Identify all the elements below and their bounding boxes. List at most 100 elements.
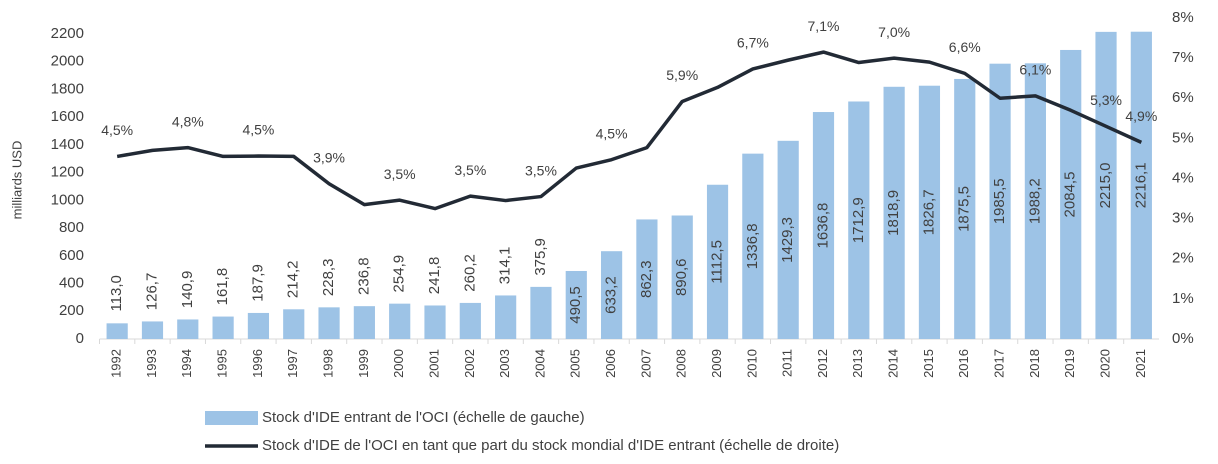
bar xyxy=(1060,49,1082,340)
bar-label: 1712,9 xyxy=(850,197,867,243)
bar-label: 161,8 xyxy=(214,268,231,306)
x-tick-label: 2012 xyxy=(815,349,830,378)
line-label: 7,0% xyxy=(878,24,910,40)
y-tick-label: 2200 xyxy=(51,25,84,42)
line-label: 4,5% xyxy=(242,122,274,138)
line-label: 4,8% xyxy=(172,113,204,129)
line-label: 4,9% xyxy=(1125,108,1157,124)
x-tick-label: 2007 xyxy=(638,349,653,378)
y-axis-label: milliards USD xyxy=(9,141,24,220)
bar xyxy=(954,78,976,339)
bar xyxy=(424,305,446,339)
line-label: 7,1% xyxy=(808,18,840,34)
bar-label: 140,9 xyxy=(179,271,196,309)
y2-tick-label: 0% xyxy=(1172,330,1194,347)
bar xyxy=(141,321,164,339)
x-tick-label: 2002 xyxy=(462,349,477,378)
bar xyxy=(177,319,199,339)
bar xyxy=(706,184,729,339)
x-tick-label: 2010 xyxy=(744,349,759,378)
line-label: 4,5% xyxy=(101,122,133,138)
bar xyxy=(247,312,270,339)
legend-swatch xyxy=(205,411,258,425)
x-tick-label: 1993 xyxy=(144,349,159,378)
bar xyxy=(671,215,693,339)
bar xyxy=(495,295,517,339)
bar xyxy=(883,86,905,339)
x-tick-label: 2020 xyxy=(1097,349,1112,378)
x-tick-label: 2000 xyxy=(391,349,406,378)
x-tick-label: 2008 xyxy=(674,349,689,378)
bar-label: 187,9 xyxy=(249,264,266,302)
x-tick-label: 2005 xyxy=(568,349,583,378)
bar-label: 254,9 xyxy=(391,255,408,293)
bar-label: 1985,5 xyxy=(991,178,1008,224)
y-tick-label: 1200 xyxy=(51,164,84,181)
x-tick-label: 2009 xyxy=(709,349,724,378)
x-tick-label: 2021 xyxy=(1133,349,1148,378)
line xyxy=(116,50,1143,211)
bar xyxy=(283,309,305,339)
bar xyxy=(989,63,1011,339)
bar-label: 228,3 xyxy=(320,259,337,297)
line-label: 4,5% xyxy=(596,125,628,141)
bar-label: 126,7 xyxy=(143,273,160,311)
x-tick-label: 2006 xyxy=(603,349,618,378)
bar-label: 236,8 xyxy=(355,257,372,295)
bar xyxy=(600,251,623,339)
bar-label: 633,2 xyxy=(603,276,620,314)
bar xyxy=(106,323,128,339)
bar xyxy=(1024,63,1046,339)
bar xyxy=(1130,31,1152,340)
y-tick-label: 2000 xyxy=(51,53,84,70)
legend-label: Stock d'IDE de l'OCI en tant que part du… xyxy=(262,437,839,454)
x-tick-label: 2001 xyxy=(426,349,441,378)
bar-label: 2084,5 xyxy=(1062,172,1079,218)
bar-label: 1875,5 xyxy=(956,186,973,232)
bar-label: 1826,7 xyxy=(920,189,937,235)
x-tick-label: 1994 xyxy=(179,349,194,378)
x-tick-label: 2017 xyxy=(992,349,1007,378)
bar-label: 1818,9 xyxy=(885,190,902,236)
x-tick-label: 1996 xyxy=(250,349,265,378)
bar-label: 1112,5 xyxy=(709,240,726,284)
bar xyxy=(530,286,552,339)
bar-label: 2216,1 xyxy=(1132,162,1149,208)
y2-tick-label: 4% xyxy=(1172,169,1194,186)
x-tick-label: 1998 xyxy=(320,349,335,378)
line-label: 6,7% xyxy=(737,35,769,51)
bar xyxy=(848,101,870,339)
bar xyxy=(212,316,234,339)
bar xyxy=(565,270,587,339)
bar xyxy=(812,112,835,339)
bar xyxy=(459,302,481,339)
bar-label: 375,9 xyxy=(532,238,549,276)
x-tick-label: 2004 xyxy=(532,349,547,378)
y-tick-label: 0 xyxy=(76,330,84,347)
bar xyxy=(636,219,658,339)
line-label: 5,3% xyxy=(1090,92,1122,108)
x-tick-label: 2019 xyxy=(1062,349,1077,378)
bar xyxy=(389,303,411,339)
x-tick-label: 2014 xyxy=(886,349,901,378)
x-tick-label: 1992 xyxy=(109,349,124,378)
x-tick-label: 1999 xyxy=(356,349,371,378)
bar-label: 260,2 xyxy=(461,254,478,292)
y-tick-label: 400 xyxy=(59,275,84,292)
y2-tick-label: 8% xyxy=(1172,9,1194,26)
legend-label: Stock d'IDE entrant de l'OCI (échelle de… xyxy=(262,409,585,426)
bar xyxy=(742,153,764,339)
line-label: 5,9% xyxy=(666,67,698,83)
y2-tick-label: 7% xyxy=(1172,49,1194,66)
bar-label: 1429,3 xyxy=(779,217,796,263)
line-label: 3,5% xyxy=(384,166,416,182)
x-tick-label: 2011 xyxy=(780,349,795,377)
y-tick-label: 800 xyxy=(59,219,84,236)
x-tick-label: 1997 xyxy=(285,349,300,378)
bar-label: 490,5 xyxy=(567,286,584,324)
bar-label: 2215,0 xyxy=(1097,162,1114,208)
line-label: 3,5% xyxy=(454,162,486,178)
bar xyxy=(353,306,375,339)
y2-tick-label: 2% xyxy=(1172,250,1194,267)
